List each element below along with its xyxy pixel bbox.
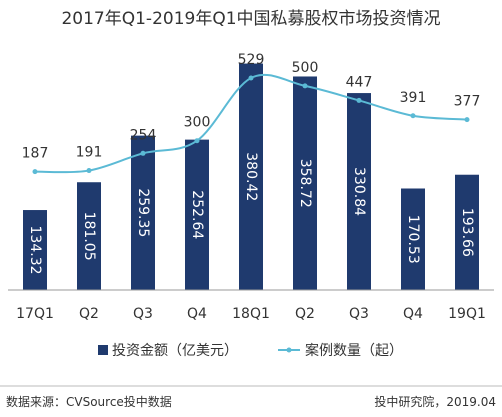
bar-value-label-7: 330.84 (351, 167, 367, 216)
bar-value-label-2: 181.05 (81, 212, 97, 261)
count-value-label-8: 391 (400, 90, 427, 106)
count-value-label-1: 187 (22, 146, 49, 162)
count-value-label-4: 300 (184, 115, 211, 131)
bar-7 (347, 93, 371, 290)
count-point-1 (32, 169, 38, 175)
footer-publisher: 投中研究院，2019.04 (374, 394, 496, 409)
count-line (32, 73, 470, 175)
bar-value-label-1: 134.32 (27, 226, 43, 275)
count-value-label-7: 447 (346, 74, 373, 90)
bar-value-label-9: 193.66 (459, 208, 475, 257)
x-tick-label-6: Q2 (295, 306, 315, 322)
x-tick-label-7: Q3 (349, 306, 369, 322)
legend-bar-label: 投资金额（亿美元） (112, 343, 238, 359)
legend-line-label: 案例数量（起） (305, 342, 403, 359)
count-value-label-3: 254 (130, 127, 157, 143)
bar-value-label-5: 380.42 (243, 152, 259, 201)
count-value-labels: 187 191 254 300 529 500 447 391 377 (22, 52, 481, 162)
bar-value-label-3: 259.35 (135, 188, 151, 237)
count-point-7 (356, 97, 362, 103)
bar-2 (77, 182, 101, 290)
bars (23, 63, 479, 290)
x-tick-label-3: Q3 (133, 306, 153, 322)
bar-5 (239, 63, 263, 290)
x-tick-label-9: 19Q1 (448, 306, 486, 322)
bar-3 (131, 135, 155, 290)
bar-value-label-8: 170.53 (405, 215, 421, 264)
chart-title: 2017年Q1-2019年Q1中国私募股权市场投资情况 (61, 9, 440, 29)
x-tick-labels: 17Q1 Q2 Q3 Q4 18Q1 Q2 Q3 Q4 19Q1 (16, 306, 486, 322)
count-value-label-5: 529 (238, 52, 265, 68)
count-value-label-9: 377 (454, 94, 481, 110)
count-value-label-6: 500 (292, 60, 319, 76)
legend-line-marker (286, 347, 292, 353)
count-point-9 (464, 117, 470, 123)
count-point-3 (140, 150, 146, 156)
footer-source: 数据来源：CVSource投中数据 (6, 394, 172, 409)
count-point-5 (248, 75, 254, 81)
x-tick-label-8: Q4 (403, 306, 423, 322)
count-point-8 (410, 113, 416, 119)
legend-bar-swatch (98, 345, 108, 355)
count-point-4 (194, 138, 200, 144)
x-tick-label-4: Q4 (187, 306, 207, 322)
legend: 投资金额（亿美元） 案例数量（起） (98, 342, 403, 359)
bar-8 (401, 188, 425, 290)
bar-6 (293, 76, 317, 290)
x-tick-label-1: 17Q1 (16, 306, 54, 322)
count-point-6 (302, 83, 308, 89)
bar-value-label-4: 252.64 (189, 190, 205, 239)
bar-9 (455, 174, 479, 290)
bar-4 (185, 139, 209, 290)
x-tick-label-5: 18Q1 (232, 306, 270, 322)
bar-value-label-6: 358.72 (297, 159, 313, 208)
bar-value-labels: 134.32 181.05 259.35 252.64 380.42 358.72 330.… (27, 152, 475, 274)
bar-1 (23, 210, 47, 290)
x-tick-label-2: Q2 (79, 306, 99, 322)
count-point-2 (86, 168, 92, 174)
count-value-label-2: 191 (76, 145, 103, 161)
